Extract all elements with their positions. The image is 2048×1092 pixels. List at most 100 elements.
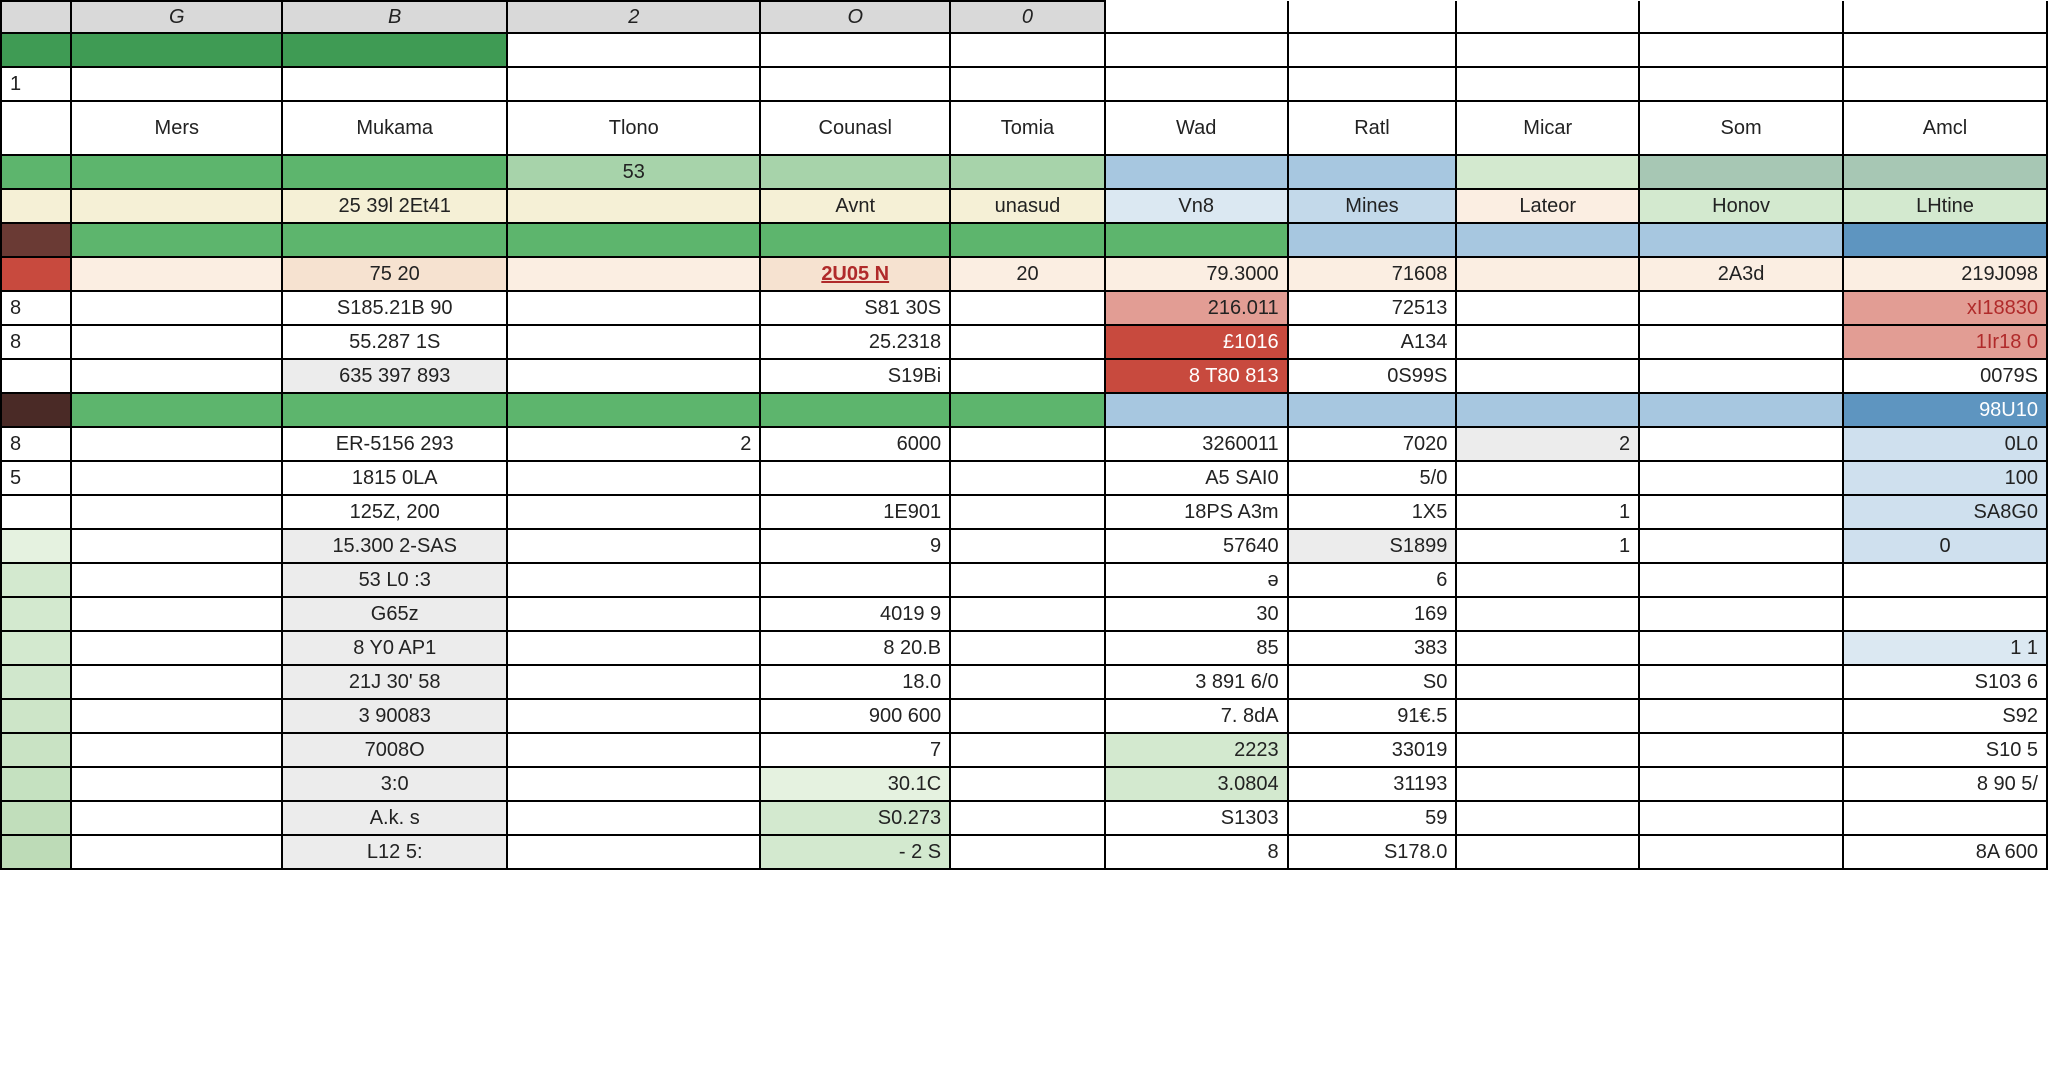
cell[interactable]: 1 1 <box>1843 631 2047 665</box>
cell[interactable] <box>1105 223 1288 257</box>
cell[interactable] <box>1843 801 2047 835</box>
col-letter[interactable]: B <box>282 1 507 33</box>
cell[interactable]: 2A3d <box>1639 257 1843 291</box>
cell[interactable] <box>1105 393 1288 427</box>
cell[interactable] <box>1639 359 1843 393</box>
cell[interactable]: unasud <box>950 189 1105 223</box>
cell[interactable] <box>760 33 950 67</box>
cell[interactable] <box>507 767 760 801</box>
cell[interactable]: Mines <box>1288 189 1457 223</box>
hdr-cell[interactable]: Micar <box>1456 101 1639 155</box>
cell[interactable]: 9 <box>760 529 950 563</box>
cell[interactable] <box>71 325 282 359</box>
cell[interactable]: 0S99S <box>1288 359 1457 393</box>
cell[interactable] <box>507 359 760 393</box>
cell[interactable]: 59 <box>1288 801 1457 835</box>
cell[interactable]: 30 <box>1105 597 1288 631</box>
cell[interactable] <box>760 67 950 101</box>
cell[interactable]: xI18830 <box>1843 291 2047 325</box>
cell[interactable] <box>71 495 282 529</box>
cell[interactable] <box>1456 563 1639 597</box>
cell[interactable]: 3260011 <box>1105 427 1288 461</box>
cell[interactable] <box>1 393 71 427</box>
cell[interactable]: A134 <box>1288 325 1457 359</box>
cell[interactable]: 100 <box>1843 461 2047 495</box>
cell[interactable]: 125Z, 200 <box>282 495 507 529</box>
cell[interactable] <box>950 155 1105 189</box>
cell[interactable]: 85 <box>1105 631 1288 665</box>
cell[interactable]: 3.0804 <box>1105 767 1288 801</box>
hdr-cell[interactable]: Mers <box>71 101 282 155</box>
cell[interactable]: 98U10 <box>1843 393 2047 427</box>
cell[interactable] <box>71 835 282 869</box>
col-letter[interactable] <box>1105 1 1288 33</box>
cell[interactable] <box>71 257 282 291</box>
cell[interactable] <box>1456 223 1639 257</box>
cell[interactable] <box>1639 835 1843 869</box>
cell[interactable] <box>507 529 760 563</box>
cell[interactable] <box>950 359 1105 393</box>
cell[interactable] <box>71 563 282 597</box>
cell[interactable] <box>1456 257 1639 291</box>
cell[interactable] <box>1 359 71 393</box>
cell[interactable]: 25.2318 <box>760 325 950 359</box>
cell[interactable] <box>507 835 760 869</box>
cell[interactable]: 91€.5 <box>1288 699 1457 733</box>
cell[interactable]: L12 5: <box>282 835 507 869</box>
cell[interactable]: 8 <box>1 427 71 461</box>
cell[interactable] <box>1288 155 1457 189</box>
cell[interactable]: 1 <box>1456 529 1639 563</box>
cell[interactable] <box>950 801 1105 835</box>
cell[interactable] <box>1639 393 1843 427</box>
cell[interactable] <box>507 665 760 699</box>
cell[interactable] <box>1639 223 1843 257</box>
cell[interactable] <box>1 189 71 223</box>
col-letter[interactable] <box>1639 1 1843 33</box>
cell[interactable]: 2 <box>507 427 760 461</box>
cell[interactable] <box>1 33 71 67</box>
cell[interactable]: 3:0 <box>282 767 507 801</box>
cell[interactable] <box>1843 33 2047 67</box>
cell[interactable] <box>1 563 71 597</box>
cell[interactable]: 1 <box>1 67 71 101</box>
cell[interactable] <box>507 393 760 427</box>
col-letter[interactable] <box>1288 1 1457 33</box>
hdr-cell[interactable] <box>1 101 71 155</box>
cell[interactable] <box>71 631 282 665</box>
cell[interactable]: LHtine <box>1843 189 2047 223</box>
cell[interactable] <box>282 393 507 427</box>
cell[interactable] <box>950 427 1105 461</box>
cell[interactable]: S0 <box>1288 665 1457 699</box>
cell[interactable] <box>950 33 1105 67</box>
cell[interactable] <box>760 223 950 257</box>
cell[interactable] <box>1456 835 1639 869</box>
cell[interactable]: ER-5156 293 <box>282 427 507 461</box>
cell[interactable]: 383 <box>1288 631 1457 665</box>
cell[interactable]: S19Bi <box>760 359 950 393</box>
cell[interactable] <box>507 325 760 359</box>
cell[interactable] <box>1639 699 1843 733</box>
cell[interactable] <box>950 325 1105 359</box>
cell[interactable]: 6000 <box>760 427 950 461</box>
cell[interactable] <box>1 223 71 257</box>
cell[interactable]: 216.011 <box>1105 291 1288 325</box>
cell[interactable] <box>1 835 71 869</box>
hdr-cell[interactable]: Counasl <box>760 101 950 155</box>
cell[interactable] <box>1843 67 2047 101</box>
cell[interactable]: 53 L0 :3 <box>282 563 507 597</box>
cell[interactable] <box>1639 801 1843 835</box>
cell[interactable] <box>507 33 760 67</box>
cell[interactable] <box>507 699 760 733</box>
cell[interactable] <box>1456 665 1639 699</box>
cell[interactable]: S185.21B 90 <box>282 291 507 325</box>
cell[interactable]: 7020 <box>1288 427 1457 461</box>
cell[interactable]: 71608 <box>1288 257 1457 291</box>
cell[interactable] <box>1456 631 1639 665</box>
cell[interactable] <box>950 597 1105 631</box>
cell[interactable] <box>1456 155 1639 189</box>
cell[interactable] <box>1639 67 1843 101</box>
cell[interactable] <box>1 155 71 189</box>
cell[interactable]: 15.300 2-SAS <box>282 529 507 563</box>
cell[interactable]: 2223 <box>1105 733 1288 767</box>
cell[interactable]: 0 <box>1843 529 2047 563</box>
